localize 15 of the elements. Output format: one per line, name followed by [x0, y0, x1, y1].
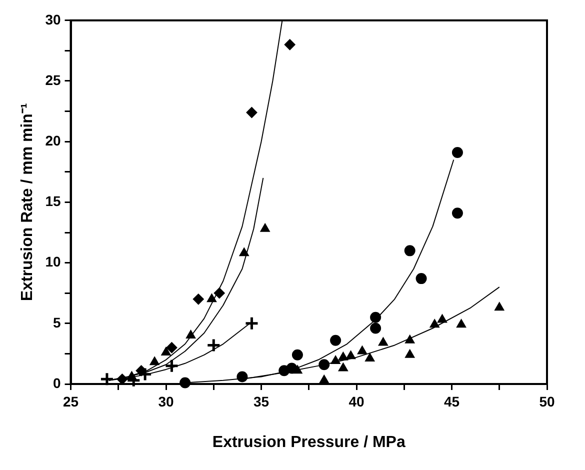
x-axis-title: Extrusion Pressure / MPa — [212, 434, 406, 451]
y-tick-label: 20 — [45, 132, 61, 148]
y-tick-label: 25 — [45, 72, 61, 88]
y-tick-label: 15 — [45, 193, 61, 210]
y-tick-label: 30 — [45, 11, 61, 28]
y-tick-label: 0 — [52, 374, 61, 391]
x-tick-label: 45 — [444, 393, 460, 410]
x-tick-label: 40 — [348, 393, 365, 410]
y-tick-label: 10 — [45, 254, 61, 270]
y-tick-label: 5 — [52, 314, 61, 330]
x-tick-label: 35 — [253, 393, 270, 410]
y-axis-title: Extrusion Rate / mm min⁻¹ — [19, 103, 36, 302]
x-tick-label: 25 — [62, 393, 79, 410]
x-tick-label: 50 — [539, 393, 555, 410]
x-tick-label: 30 — [158, 393, 174, 410]
